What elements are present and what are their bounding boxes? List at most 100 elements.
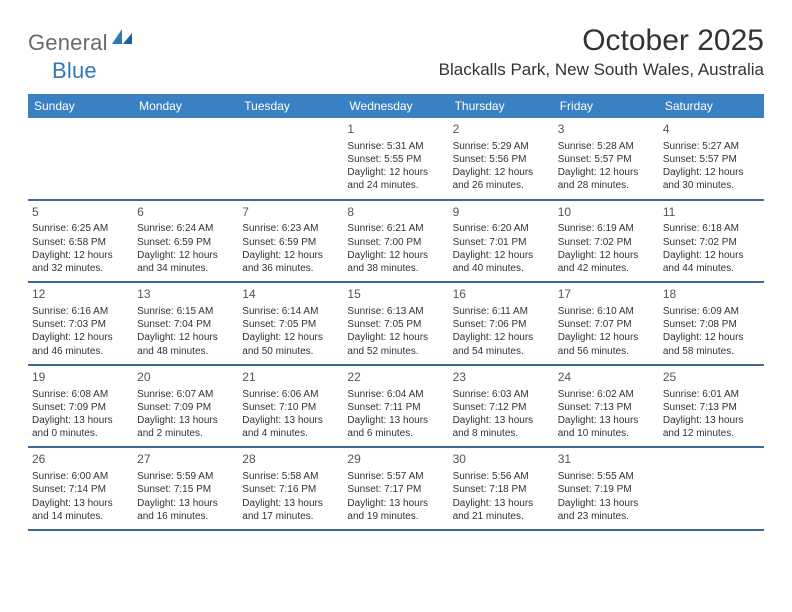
- day-cell: 1Sunrise: 5:31 AMSunset: 5:55 PMDaylight…: [343, 118, 448, 199]
- daylight-text: and 42 minutes.: [558, 262, 655, 275]
- day-number: 6: [137, 205, 234, 221]
- daylight-text: and 21 minutes.: [453, 510, 550, 523]
- day-number: 25: [663, 370, 760, 386]
- week-row: 12Sunrise: 6:16 AMSunset: 7:03 PMDayligh…: [28, 283, 764, 366]
- sunrise-text: Sunrise: 5:59 AM: [137, 470, 234, 483]
- day-number: 22: [347, 370, 444, 386]
- day-cell: 4Sunrise: 5:27 AMSunset: 5:57 PMDaylight…: [659, 118, 764, 199]
- day-cell: 23Sunrise: 6:03 AMSunset: 7:12 PMDayligh…: [449, 366, 554, 447]
- sunset-text: Sunset: 7:00 PM: [347, 236, 444, 249]
- daylight-text: Daylight: 13 hours: [453, 497, 550, 510]
- day-cell: 21Sunrise: 6:06 AMSunset: 7:10 PMDayligh…: [238, 366, 343, 447]
- sunrise-text: Sunrise: 5:56 AM: [453, 470, 550, 483]
- day-cell: 15Sunrise: 6:13 AMSunset: 7:05 PMDayligh…: [343, 283, 448, 364]
- day-number: 5: [32, 205, 129, 221]
- sunset-text: Sunset: 7:15 PM: [137, 483, 234, 496]
- day-number: 31: [558, 452, 655, 468]
- sunset-text: Sunset: 7:13 PM: [558, 401, 655, 414]
- sunset-text: Sunset: 7:02 PM: [663, 236, 760, 249]
- sunset-text: Sunset: 7:19 PM: [558, 483, 655, 496]
- logo: General: [28, 30, 136, 56]
- day-cell: [28, 118, 133, 199]
- daylight-text: and 6 minutes.: [347, 427, 444, 440]
- daylight-text: and 56 minutes.: [558, 345, 655, 358]
- dayname-monday: Monday: [133, 94, 238, 118]
- dayname-tuesday: Tuesday: [238, 94, 343, 118]
- day-cell: 9Sunrise: 6:20 AMSunset: 7:01 PMDaylight…: [449, 201, 554, 282]
- daylight-text: Daylight: 12 hours: [663, 331, 760, 344]
- daylight-text: and 32 minutes.: [32, 262, 129, 275]
- day-cell: [133, 118, 238, 199]
- sunrise-text: Sunrise: 5:28 AM: [558, 140, 655, 153]
- sunrise-text: Sunrise: 6:13 AM: [347, 305, 444, 318]
- daylight-text: and 26 minutes.: [453, 179, 550, 192]
- sunrise-text: Sunrise: 6:10 AM: [558, 305, 655, 318]
- day-number: 27: [137, 452, 234, 468]
- sunrise-text: Sunrise: 6:14 AM: [242, 305, 339, 318]
- daylight-text: Daylight: 12 hours: [663, 249, 760, 262]
- sunset-text: Sunset: 6:59 PM: [137, 236, 234, 249]
- sunrise-text: Sunrise: 5:57 AM: [347, 470, 444, 483]
- day-cell: 18Sunrise: 6:09 AMSunset: 7:08 PMDayligh…: [659, 283, 764, 364]
- daylight-text: and 19 minutes.: [347, 510, 444, 523]
- calendar-grid: Sunday Monday Tuesday Wednesday Thursday…: [28, 94, 764, 531]
- sunrise-text: Sunrise: 6:23 AM: [242, 222, 339, 235]
- sunset-text: Sunset: 7:02 PM: [558, 236, 655, 249]
- day-number: 29: [347, 452, 444, 468]
- day-number: 10: [558, 205, 655, 221]
- daylight-text: and 14 minutes.: [32, 510, 129, 523]
- sunset-text: Sunset: 7:17 PM: [347, 483, 444, 496]
- sunrise-text: Sunrise: 6:03 AM: [453, 388, 550, 401]
- week-row: 1Sunrise: 5:31 AMSunset: 5:55 PMDaylight…: [28, 118, 764, 201]
- day-cell: 2Sunrise: 5:29 AMSunset: 5:56 PMDaylight…: [449, 118, 554, 199]
- day-number: 28: [242, 452, 339, 468]
- day-cell: 16Sunrise: 6:11 AMSunset: 7:06 PMDayligh…: [449, 283, 554, 364]
- daylight-text: Daylight: 13 hours: [32, 414, 129, 427]
- daylight-text: Daylight: 12 hours: [558, 331, 655, 344]
- location-subtitle: Blackalls Park, New South Wales, Austral…: [439, 60, 764, 80]
- daylight-text: Daylight: 12 hours: [453, 249, 550, 262]
- daylight-text: Daylight: 12 hours: [347, 331, 444, 344]
- sunset-text: Sunset: 7:07 PM: [558, 318, 655, 331]
- day-number: 12: [32, 287, 129, 303]
- day-cell: 6Sunrise: 6:24 AMSunset: 6:59 PMDaylight…: [133, 201, 238, 282]
- sunrise-text: Sunrise: 6:19 AM: [558, 222, 655, 235]
- day-cell: 24Sunrise: 6:02 AMSunset: 7:13 PMDayligh…: [554, 366, 659, 447]
- daylight-text: Daylight: 13 hours: [663, 414, 760, 427]
- day-number: 4: [663, 122, 760, 138]
- day-number: 11: [663, 205, 760, 221]
- sunrise-text: Sunrise: 6:20 AM: [453, 222, 550, 235]
- title-block: October 2025 Blackalls Park, New South W…: [439, 24, 764, 80]
- dayname-thursday: Thursday: [449, 94, 554, 118]
- sunrise-text: Sunrise: 6:15 AM: [137, 305, 234, 318]
- logo-sail-icon: [112, 29, 134, 52]
- sunrise-text: Sunrise: 6:01 AM: [663, 388, 760, 401]
- sunrise-text: Sunrise: 6:09 AM: [663, 305, 760, 318]
- daylight-text: and 23 minutes.: [558, 510, 655, 523]
- week-row: 26Sunrise: 6:00 AMSunset: 7:14 PMDayligh…: [28, 448, 764, 531]
- sunrise-text: Sunrise: 6:11 AM: [453, 305, 550, 318]
- daylight-text: and 28 minutes.: [558, 179, 655, 192]
- day-number: 16: [453, 287, 550, 303]
- sunset-text: Sunset: 7:05 PM: [347, 318, 444, 331]
- daylight-text: and 2 minutes.: [137, 427, 234, 440]
- sunrise-text: Sunrise: 6:18 AM: [663, 222, 760, 235]
- daylight-text: and 50 minutes.: [242, 345, 339, 358]
- daylight-text: Daylight: 12 hours: [453, 166, 550, 179]
- day-number: 3: [558, 122, 655, 138]
- daylight-text: and 24 minutes.: [347, 179, 444, 192]
- sunrise-text: Sunrise: 6:02 AM: [558, 388, 655, 401]
- daylight-text: and 4 minutes.: [242, 427, 339, 440]
- sunrise-text: Sunrise: 5:31 AM: [347, 140, 444, 153]
- daylight-text: Daylight: 12 hours: [242, 331, 339, 344]
- day-cell: 27Sunrise: 5:59 AMSunset: 7:15 PMDayligh…: [133, 448, 238, 529]
- sunrise-text: Sunrise: 5:55 AM: [558, 470, 655, 483]
- day-cell: 22Sunrise: 6:04 AMSunset: 7:11 PMDayligh…: [343, 366, 448, 447]
- dayname-wednesday: Wednesday: [343, 94, 448, 118]
- day-cell: 25Sunrise: 6:01 AMSunset: 7:13 PMDayligh…: [659, 366, 764, 447]
- sunset-text: Sunset: 5:55 PM: [347, 153, 444, 166]
- day-cell: [238, 118, 343, 199]
- day-cell: 14Sunrise: 6:14 AMSunset: 7:05 PMDayligh…: [238, 283, 343, 364]
- daylight-text: Daylight: 12 hours: [32, 331, 129, 344]
- sunset-text: Sunset: 7:04 PM: [137, 318, 234, 331]
